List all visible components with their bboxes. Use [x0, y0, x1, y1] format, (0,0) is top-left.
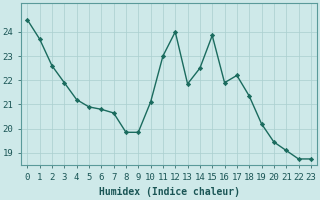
X-axis label: Humidex (Indice chaleur): Humidex (Indice chaleur) [99, 187, 240, 197]
